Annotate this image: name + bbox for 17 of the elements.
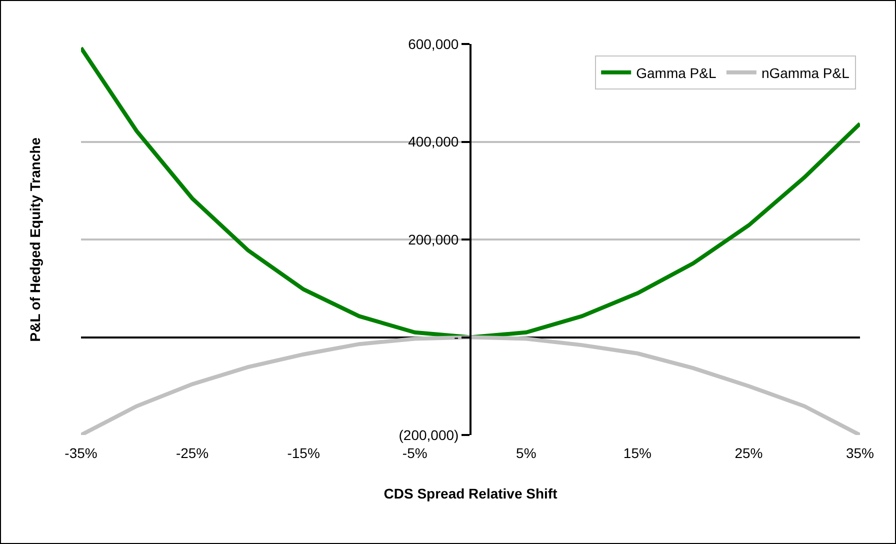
x-tick-label: 35% xyxy=(846,445,874,461)
y-tick-label: (200,000) xyxy=(398,426,459,443)
y-tick-label: 600,000 xyxy=(408,36,459,52)
y-tick-label: 400,000 xyxy=(408,134,459,150)
legend-label: nGamma P&L xyxy=(761,64,850,81)
x-tick-label: 15% xyxy=(623,445,652,461)
x-tick-label: 25% xyxy=(734,445,763,461)
x-tick-label: -15% xyxy=(287,445,320,461)
y-tick-label: - xyxy=(454,329,460,346)
x-tick-label: -5% xyxy=(402,445,428,461)
x-tick-label: -25% xyxy=(176,445,209,461)
x-axis-title: CDS Spread Relative Shift xyxy=(384,485,558,502)
y-tick-label: 200,000 xyxy=(408,231,459,248)
y-axis-title: P&L of Hedged Equity Tranche xyxy=(26,137,43,342)
legend-label: Gamma P&L xyxy=(636,64,716,81)
x-tick-label: -35% xyxy=(64,445,98,461)
x-tick-label: 5% xyxy=(516,445,536,461)
